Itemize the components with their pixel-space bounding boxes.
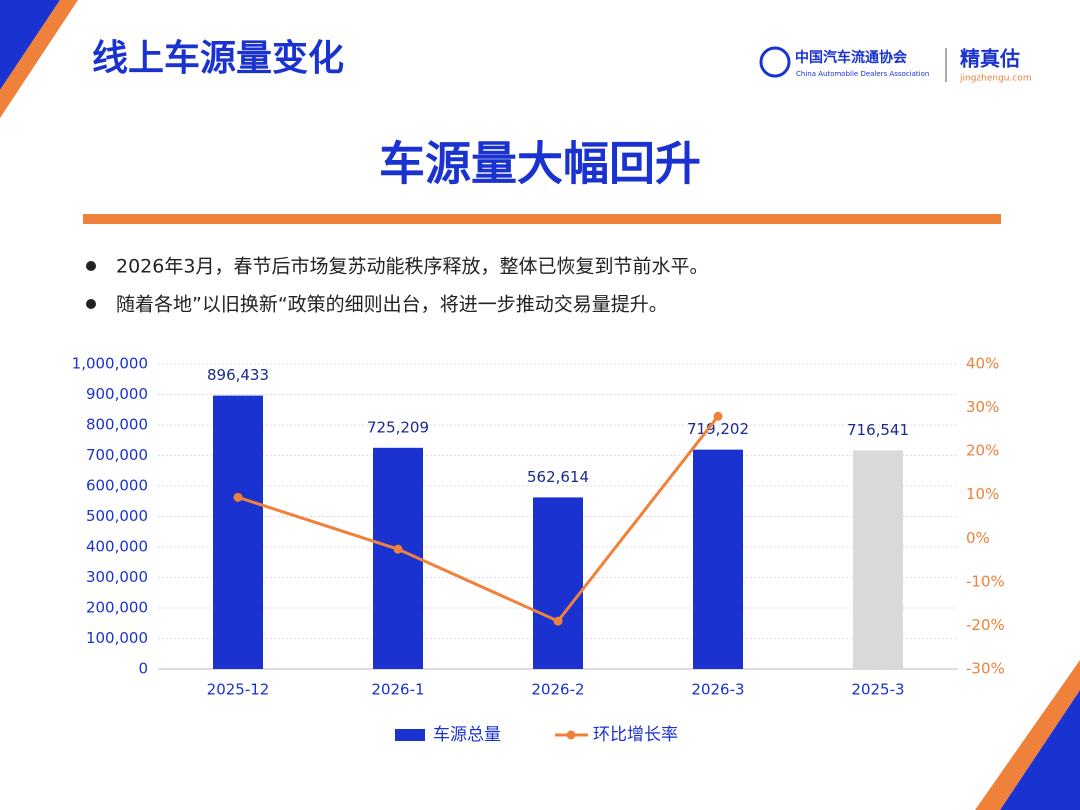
x-tick-label: 2026-3: [691, 681, 744, 699]
bullet: 随着各地”以旧换新“政策的细则出台，将进一步推动交易量提升。: [116, 294, 668, 316]
y-tick-label: 600,000: [86, 477, 148, 495]
bar: [853, 450, 903, 669]
x-tick-label: 2025-12: [207, 681, 270, 699]
data-label: 725,209: [367, 418, 429, 436]
bullet: 2026年3月，春节后市场复苏动能秩序释放，整体已恢复到节前水平。: [116, 256, 708, 278]
brand: 精真估: [960, 47, 1020, 71]
data-label: 716,541: [847, 421, 909, 439]
data-label: 562,614: [527, 468, 589, 486]
bar: [533, 497, 583, 669]
bar: [373, 447, 423, 669]
y-tick-label: 200,000: [86, 599, 148, 617]
y2-tick-label: 0%: [966, 529, 990, 547]
legend-label: 环比增长率: [593, 725, 678, 745]
line-point: [393, 544, 403, 554]
y2-tick-label: 20%: [966, 442, 999, 460]
legend-label: 车源总量: [433, 725, 501, 745]
page-title: 线上车源量变化: [92, 37, 344, 79]
y-tick-label: 400,000: [86, 538, 148, 556]
y2-tick-label: 40%: [966, 355, 999, 373]
y2-tick-label: -10%: [966, 572, 1005, 590]
corner-decoration: [975, 660, 1080, 810]
brand-url: jingzhengu.com: [959, 74, 1032, 84]
headline-rule: [83, 214, 1001, 224]
corner-decoration: [0, 0, 78, 118]
y2-tick-label: -20%: [966, 616, 1005, 634]
headline: 车源量大幅回升: [379, 137, 701, 191]
y-tick-label: 700,000: [86, 446, 148, 464]
y-tick-label: 1,000,000: [72, 355, 148, 373]
y2-tick-label: -30%: [966, 660, 1005, 678]
y2-tick-label: 30%: [966, 398, 999, 416]
x-tick-label: 2026-2: [531, 681, 584, 699]
y-tick-label: 500,000: [86, 507, 148, 525]
line: [237, 415, 720, 623]
legend-swatch: [395, 729, 425, 741]
bar: [693, 449, 743, 669]
x-tick-label: 2025-3: [851, 681, 904, 699]
data-label: 896,433: [207, 366, 269, 384]
line-point: [233, 492, 243, 502]
y-tick-label: 900,000: [86, 385, 148, 403]
legend-swatch: [566, 730, 576, 740]
y-tick-label: 100,000: [86, 629, 148, 647]
line-point: [713, 411, 723, 421]
logo-icon: [759, 46, 791, 78]
org-name-en: China Automobile Dealers Association: [796, 70, 929, 78]
line-point: [553, 616, 563, 626]
bullet-dot: [86, 261, 96, 271]
y-tick-label: 800,000: [86, 416, 148, 434]
y2-tick-label: 10%: [966, 485, 999, 503]
bullet-dot: [86, 299, 96, 309]
data-label: 719,202: [687, 420, 749, 438]
bar: [213, 395, 263, 669]
y-tick-label: 0: [138, 660, 148, 678]
org-name: 中国汽车流通协会: [795, 49, 908, 66]
x-tick-label: 2026-1: [371, 681, 424, 699]
y-tick-label: 300,000: [86, 568, 148, 586]
